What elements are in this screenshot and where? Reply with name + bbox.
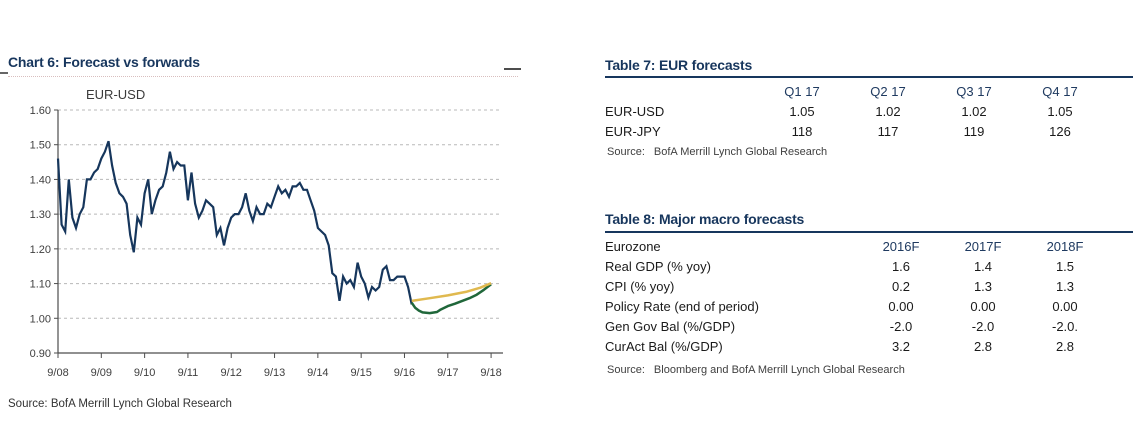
table-cell: Q3 17 [956,84,992,99]
svg-text:1.20: 1.20 [30,244,51,256]
chart-title-rule [8,76,518,77]
table-cell: -2.0 [971,319,995,334]
table-cell: 119 [963,124,985,139]
table-cell: 1.02 [875,104,901,119]
table-cell: 2.8 [1055,339,1075,354]
svg-text:9/16: 9/16 [394,367,415,379]
source-label: Source: [607,146,645,158]
table-row: CPI (% yoy) 0.2 1.3 1.3 [605,277,1106,297]
svg-text:9/18: 9/18 [480,367,501,379]
eur-usd-line-chart: 0.90 1.00 1.10 1.20 1.30 1.40 1.50 1.60 9/08 9/09… [30,105,503,379]
table-cell: 2.8 [973,339,993,354]
table7-title: Table 7: EUR forecasts [605,57,753,73]
row-label: Real GDP (% yoy) [605,259,711,274]
row-label: Gen Gov Bal (%/GDP) [605,319,736,334]
source-label: Source: [607,364,645,376]
table-cell: -2.0. [1051,319,1078,334]
y-axis-unit-label: EUR-USD [86,87,146,102]
svg-text:0.90: 0.90 [30,348,51,360]
svg-text:9/10: 9/10 [134,367,155,379]
svg-text:1.60: 1.60 [30,105,51,117]
table-header-row: Eurozone 2016F 2017F 2018F [605,237,1106,257]
source-text: Bloomberg and BofA Merrill Lynch Global … [653,364,905,376]
table-cell: 1.5 [1055,259,1075,274]
table-cell: 0.2 [891,279,911,294]
svg-text:1.00: 1.00 [30,313,51,325]
row-label: CPI (% yoy) [605,279,675,294]
table-cell: 2016F [882,239,920,254]
row-label: EUR-JPY [605,124,661,139]
svg-text:9/14: 9/14 [307,367,328,379]
svg-text:9/12: 9/12 [221,367,242,379]
table-cell: Q1 17 [784,84,820,99]
chart-source: Source: BofA Merrill Lynch Global Resear… [8,398,232,410]
table8-title: Table 8: Major macro forecasts [605,211,805,227]
table-header-row: Q1 17 Q2 17 Q3 17 Q4 17 [605,82,1103,102]
table8-source: Source: Bloomberg and BofA Merrill Lynch … [607,364,905,376]
table-cell: 2017F [964,239,1002,254]
svg-text:1.50: 1.50 [30,140,51,152]
table8-title-rule [605,231,1133,233]
table-row: Policy Rate (end of period) 0.00 0.00 0.… [605,297,1106,317]
svg-text:1.10: 1.10 [30,279,51,291]
svg-text:9/13: 9/13 [264,367,285,379]
table-row: CurAct Bal (%/GDP) 3.2 2.8 2.8 [605,337,1106,357]
row-label: EUR-USD [605,104,665,119]
table-cell: 118 [791,124,813,139]
table-row: Gen Gov Bal (%/GDP) -2.0 -2.0 -2.0. [605,317,1106,337]
table-cell: 1.3 [973,279,993,294]
row-label: Policy Rate (end of period) [605,299,759,314]
table-cell: 1.05 [1047,104,1073,119]
table-cell: Q2 17 [870,84,906,99]
table-cell: 0.00 [1052,299,1078,314]
table-cell: 1.05 [789,104,815,119]
svg-text:1.40: 1.40 [30,174,51,186]
svg-text:9/17: 9/17 [437,367,458,379]
eur-forecasts-table: Q1 17 Q2 17 Q3 17 Q4 17 EUR-USD 1.05 1.0… [605,82,1103,142]
table-row: EUR-USD 1.05 1.02 1.02 1.05 [605,102,1103,122]
svg-text:9/09: 9/09 [91,367,112,379]
table7-source: Source: BofA Merrill Lynch Global Researc… [607,146,827,158]
svg-text:9/15: 9/15 [350,367,371,379]
table-cell: 0.00 [888,299,914,314]
table-cell: 117 [877,124,899,139]
svg-text:1.30: 1.30 [30,209,51,221]
table-cell: Q4 17 [1042,84,1078,99]
table-cell: -2.0 [889,319,913,334]
row-label: CurAct Bal (%/GDP) [605,339,723,354]
table-cell: 1.3 [1055,279,1075,294]
table-cell: 1.6 [891,259,911,274]
table-cell: 3.2 [891,339,911,354]
table-cell: Eurozone [605,239,661,254]
crop-mark-right [504,68,521,70]
table-cell: 0.00 [970,299,996,314]
svg-text:9/08: 9/08 [47,367,68,379]
table-cell: 1.4 [973,259,993,274]
crop-mark-left [0,72,8,74]
svg-text:9/11: 9/11 [178,367,199,379]
table-cell: 126 [1049,124,1071,139]
macro-forecasts-table: Eurozone 2016F 2017F 2018F Real GDP (% y… [605,237,1106,357]
table-row: EUR-JPY 118 117 119 126 [605,122,1103,142]
table7-title-rule [605,76,1133,78]
table-cell: 2018F [1046,239,1084,254]
chart-title: Chart 6: Forecast vs forwards [8,54,200,70]
source-text: BofA Merrill Lynch Global Research [653,146,828,158]
table-row: Real GDP (% yoy) 1.6 1.4 1.5 [605,257,1106,277]
table-cell: 1.02 [961,104,987,119]
